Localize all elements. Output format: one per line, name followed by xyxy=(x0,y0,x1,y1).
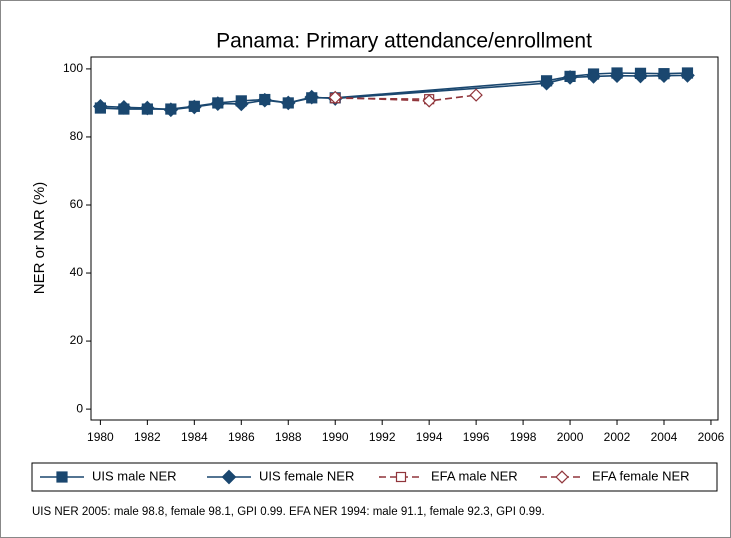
marker xyxy=(656,68,672,84)
legend-marker xyxy=(221,469,237,485)
note: UIS NER 2005: male 98.8, female 98.1, GP… xyxy=(32,506,545,518)
marker xyxy=(609,68,625,84)
x-tick-label: 1992 xyxy=(369,430,396,444)
marker xyxy=(328,90,342,105)
marker xyxy=(280,95,296,111)
y-axis-label: NER or NAR (%) xyxy=(31,182,48,295)
marker xyxy=(116,100,132,115)
y-tick-label: 40 xyxy=(70,265,84,279)
x-tick-label: 2002 xyxy=(604,430,631,444)
marker xyxy=(680,68,695,83)
x-tick-label: 1988 xyxy=(275,430,302,444)
x-tick-label: 1986 xyxy=(228,430,255,444)
marker xyxy=(304,89,320,105)
marker xyxy=(140,100,155,116)
marker xyxy=(469,88,483,102)
x-tick-label: 1984 xyxy=(181,430,208,444)
y-tick-label: 100 xyxy=(63,61,83,75)
y-tick-label: 20 xyxy=(70,333,84,347)
marker xyxy=(562,70,578,85)
x-tick-label: 2004 xyxy=(651,430,678,444)
marker xyxy=(233,96,249,112)
chart-title: Panama: Primary attendance/enrollment xyxy=(216,30,592,53)
legend-marker xyxy=(555,470,569,484)
marker xyxy=(539,75,554,91)
legend-label: EFA male NER xyxy=(431,468,518,483)
plot-area xyxy=(90,56,719,421)
marker xyxy=(163,102,179,118)
marker xyxy=(93,98,108,114)
marker xyxy=(257,92,273,108)
x-tick-label: 1982 xyxy=(134,430,161,444)
legend xyxy=(31,462,718,492)
x-tick-label: 1994 xyxy=(416,430,443,444)
y-tick-label: 0 xyxy=(76,401,83,415)
marker xyxy=(586,69,601,84)
legend-label: UIS male NER xyxy=(92,468,177,483)
marker xyxy=(422,94,436,108)
x-tick-label: 1996 xyxy=(463,430,490,444)
marker xyxy=(633,68,648,84)
y-tick-label: 80 xyxy=(70,129,84,143)
legend-label: EFA female NER xyxy=(592,468,690,483)
x-tick-label: 2000 xyxy=(557,430,584,444)
legend-marker xyxy=(395,471,407,483)
legend-marker xyxy=(56,471,68,483)
legend-label: UIS female NER xyxy=(259,468,354,483)
marker xyxy=(210,96,226,111)
y-tick-label: 60 xyxy=(70,197,84,211)
marker xyxy=(186,99,202,115)
x-tick-label: 1998 xyxy=(510,430,537,444)
x-tick-label: 1980 xyxy=(87,430,114,444)
x-tick-label: 1990 xyxy=(322,430,349,444)
x-tick-label: 2006 xyxy=(698,430,725,444)
